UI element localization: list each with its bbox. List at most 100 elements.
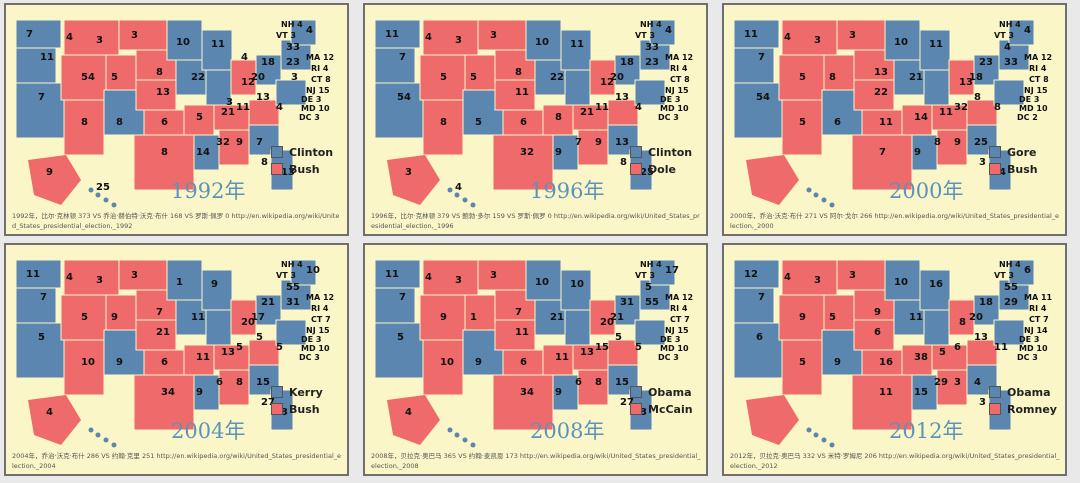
electoral-vote-label: 3: [490, 30, 497, 41]
state-region: [374, 259, 421, 289]
dem-label: Obama: [1007, 385, 1051, 399]
state-region: [105, 54, 137, 91]
state-region: [993, 319, 1025, 346]
electoral-vote-label: 15: [615, 377, 629, 388]
state-region: [175, 299, 207, 336]
electoral-vote-label: 6: [954, 342, 961, 353]
northeast-state-label: MA 12: [665, 293, 693, 302]
state-region: [477, 19, 527, 51]
electoral-vote-label: 9: [799, 312, 806, 323]
northeast-state-label: DE 3: [1019, 95, 1039, 104]
northeast-state-label: RI 4: [1029, 304, 1047, 313]
state-region: [564, 69, 591, 106]
electoral-vote-label: 6: [874, 327, 881, 338]
alaska-shape: [387, 155, 440, 205]
electoral-vote-label: 4: [999, 167, 1006, 178]
state-region: [923, 309, 950, 346]
state-region: [936, 129, 968, 166]
electoral-vote-label: 5: [256, 332, 263, 343]
hawaii-island: [111, 202, 117, 208]
electoral-vote-label: 3: [96, 275, 103, 286]
northeast-state-label: NH 4: [999, 260, 1021, 269]
electoral-vote-label: 8: [440, 117, 447, 128]
electoral-vote-label: 1: [470, 312, 477, 323]
electoral-vote-label: 13: [221, 347, 235, 358]
state-region: [572, 104, 609, 131]
state-region: [560, 269, 592, 311]
dem-swatch: [271, 386, 283, 398]
electoral-vote-label: 6: [520, 357, 527, 368]
electoral-vote-label: 9: [111, 312, 118, 323]
state-region: [133, 374, 195, 431]
electoral-vote-label: 5: [111, 72, 118, 83]
dem-swatch: [989, 146, 1001, 158]
state-region: [374, 287, 416, 324]
year-label: 2008年: [530, 419, 605, 443]
hawaii-island: [447, 187, 453, 193]
hawaii-island: [821, 437, 827, 443]
electoral-vote-label: 11: [929, 39, 943, 50]
electoral-vote-label: 10: [535, 277, 549, 288]
electoral-vote-label: 8: [161, 147, 168, 158]
dem-swatch: [989, 386, 1001, 398]
state-region: [911, 134, 938, 171]
electoral-vote-label: 13: [256, 92, 270, 103]
electoral-vote-label: 7: [399, 292, 406, 303]
electoral-vote-label: 13: [974, 332, 988, 343]
northeast-state-label: DE 3: [660, 335, 680, 344]
electoral-vote-label: 23: [286, 57, 300, 68]
electoral-vote-label: 4: [276, 102, 283, 113]
electoral-vote-label: 5: [81, 312, 88, 323]
dem-label: Clinton: [648, 145, 693, 159]
electoral-vote-label: 27: [261, 397, 275, 408]
alaska-shape: [28, 395, 81, 445]
state-region: [936, 369, 968, 406]
dem-label: Obama: [648, 385, 692, 399]
electoral-vote-label: 10: [176, 37, 190, 48]
state-region: [166, 259, 203, 301]
electoral-vote-label: 8: [156, 67, 163, 78]
dem-label: Gore: [1007, 145, 1037, 159]
state-region: [15, 47, 57, 84]
northeast-state-label: MD 10: [660, 104, 689, 113]
state-region: [589, 299, 616, 336]
electoral-vote-label: 10: [894, 277, 908, 288]
electoral-vote-label: 7: [758, 292, 765, 303]
legend: Kerry Bush: [271, 385, 323, 419]
rep-swatch: [989, 163, 1001, 175]
hawaii-island: [806, 187, 812, 193]
electoral-vote-label: 29: [1004, 297, 1018, 308]
electoral-vote-label: 9: [236, 137, 243, 148]
alaska-shape: [746, 395, 799, 445]
electoral-vote-label: 11: [595, 102, 609, 113]
electoral-vote-label: 11: [570, 39, 584, 50]
electoral-vote-label: 7: [40, 292, 47, 303]
state-region: [634, 319, 666, 346]
electoral-vote-label: 5: [615, 332, 622, 343]
electoral-vote-label: 9: [555, 387, 562, 398]
state-region: [15, 322, 65, 379]
state-region: [201, 29, 233, 71]
state-region: [919, 269, 951, 311]
map-panel-1992: 7 11 4 3 3 10 11 4 20 18 23 33 7 54 5 8 13 22 12 21 13 4 8 8 6 5 1…: [4, 3, 349, 236]
electoral-vote-label: 3: [979, 397, 986, 408]
state-region: [836, 19, 886, 51]
hawaii-island: [462, 437, 468, 443]
state-region: [290, 259, 317, 286]
year-label: 2004年: [171, 419, 246, 443]
electoral-vote-label: 8: [555, 112, 562, 123]
hawaii-island: [829, 202, 835, 208]
state-region: [778, 294, 825, 341]
electoral-vote-label: 22: [550, 72, 564, 83]
electoral-vote-label: 9: [440, 312, 447, 323]
state-region: [374, 82, 424, 139]
electoral-vote-label: 5: [276, 342, 283, 353]
electoral-vote-label: 54: [397, 92, 411, 103]
electoral-vote-label: 9: [954, 137, 961, 148]
map-panel-1996: 11 7 4 3 3 10 11 4 20 18 23 33 54 5 5 8 11 22 12 21 13 4 8 5 6 8 1…: [363, 3, 708, 236]
electoral-vote-label: 17: [665, 265, 679, 276]
state-region: [923, 69, 950, 106]
electoral-vote-label: 5: [38, 332, 45, 343]
electoral-vote-label: 18: [979, 297, 993, 308]
electoral-vote-label: 7: [256, 137, 263, 148]
